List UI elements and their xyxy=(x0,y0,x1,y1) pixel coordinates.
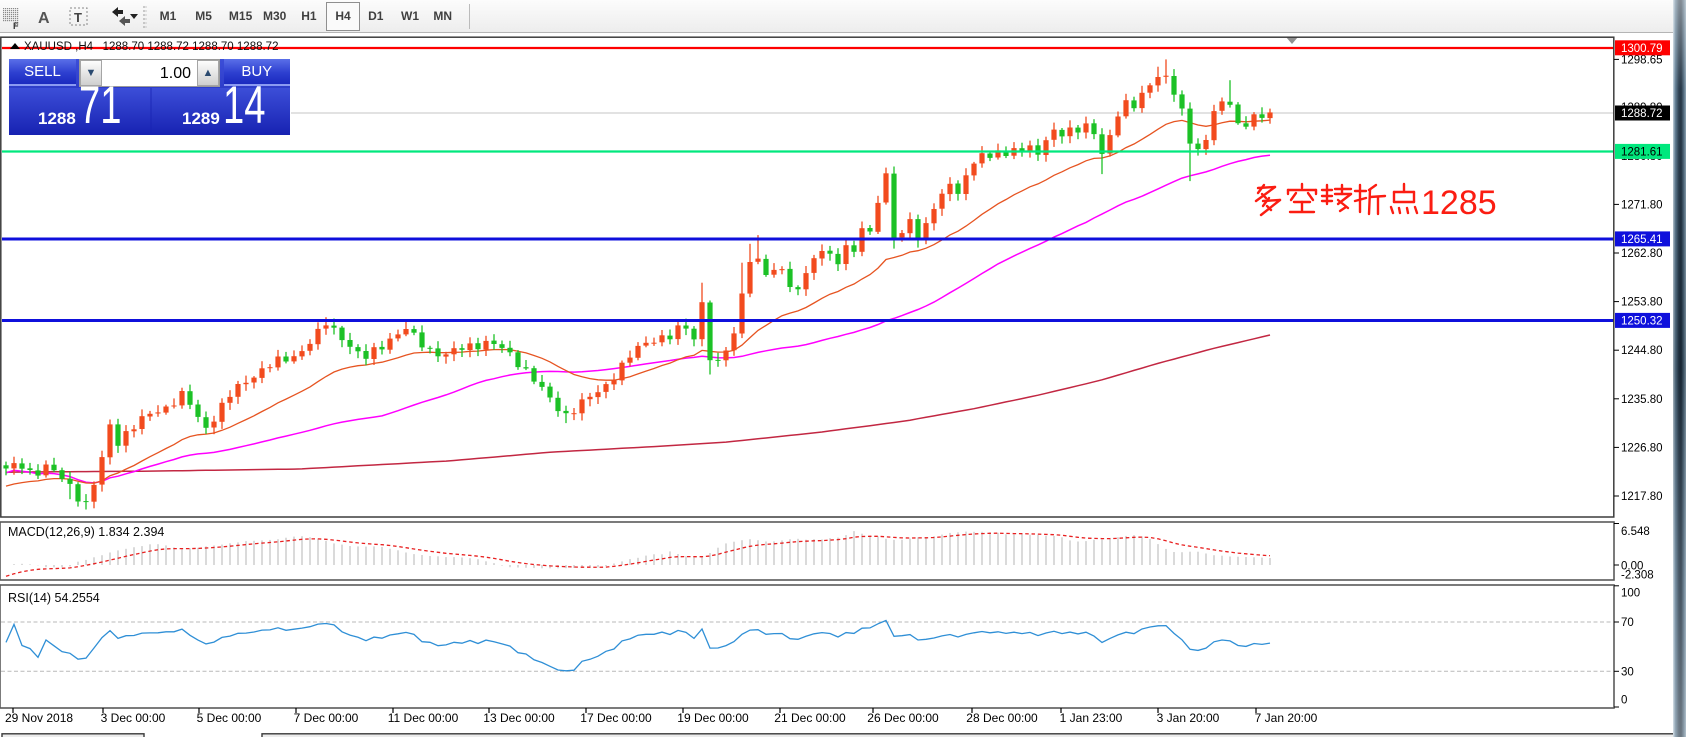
svg-text:3 Jan 20:00: 3 Jan 20:00 xyxy=(1157,711,1220,725)
svg-text:1298.65: 1298.65 xyxy=(1621,54,1663,66)
svg-text:1226.80: 1226.80 xyxy=(1621,442,1663,454)
svg-text:17 Dec 00:00: 17 Dec 00:00 xyxy=(580,711,652,725)
svg-text:1285: 1285 xyxy=(1421,184,1497,222)
svg-text:1300.79: 1300.79 xyxy=(1621,43,1663,55)
svg-text:70: 70 xyxy=(1621,617,1634,629)
svg-text:26 Dec 00:00: 26 Dec 00:00 xyxy=(867,711,939,725)
svg-text:1250.32: 1250.32 xyxy=(1621,315,1663,327)
svg-text:0.00: 0.00 xyxy=(1621,561,1643,573)
svg-text:11 Dec 00:00: 11 Dec 00:00 xyxy=(388,711,459,725)
svg-text:1265.41: 1265.41 xyxy=(1621,234,1663,246)
svg-text:A: A xyxy=(38,10,50,27)
svg-text:0: 0 xyxy=(1621,695,1627,707)
svg-text:F: F xyxy=(13,21,19,31)
svg-text:30: 30 xyxy=(1621,666,1634,678)
svg-text:7 Jan 20:00: 7 Jan 20:00 xyxy=(1255,711,1318,725)
svg-text:RSI(14) 54.2554: RSI(14) 54.2554 xyxy=(8,591,100,605)
svg-text:T: T xyxy=(74,10,82,25)
svg-text:1217.80: 1217.80 xyxy=(1621,491,1663,503)
svg-text:28 Dec 00:00: 28 Dec 00:00 xyxy=(966,711,1038,725)
svg-text:1262.80: 1262.80 xyxy=(1621,248,1663,260)
svg-text:29 Nov 2018: 29 Nov 2018 xyxy=(5,711,73,725)
svg-text:1 Jan 23:00: 1 Jan 23:00 xyxy=(1060,711,1123,725)
svg-text:7 Dec 00:00: 7 Dec 00:00 xyxy=(294,711,359,725)
svg-text:13 Dec 00:00: 13 Dec 00:00 xyxy=(483,711,555,725)
svg-text:MACD(12,26,9) 1.834 2.394: MACD(12,26,9) 1.834 2.394 xyxy=(8,525,164,539)
svg-text:1253.80: 1253.80 xyxy=(1621,297,1663,309)
svg-text:100: 100 xyxy=(1621,588,1640,600)
svg-text:1244.80: 1244.80 xyxy=(1621,345,1663,357)
svg-text:5 Dec 00:00: 5 Dec 00:00 xyxy=(197,711,262,725)
svg-text:1271.80: 1271.80 xyxy=(1621,199,1663,211)
svg-text:3 Dec 00:00: 3 Dec 00:00 xyxy=(101,711,166,725)
svg-text:6.548: 6.548 xyxy=(1621,526,1650,538)
svg-text:21 Dec 00:00: 21 Dec 00:00 xyxy=(774,711,846,725)
svg-text:-2.308: -2.308 xyxy=(1621,570,1654,582)
svg-text:1281.61: 1281.61 xyxy=(1621,146,1663,158)
svg-text:1288.72: 1288.72 xyxy=(1621,108,1663,120)
svg-text:1235.80: 1235.80 xyxy=(1621,394,1663,406)
svg-text:19 Dec 00:00: 19 Dec 00:00 xyxy=(677,711,749,725)
